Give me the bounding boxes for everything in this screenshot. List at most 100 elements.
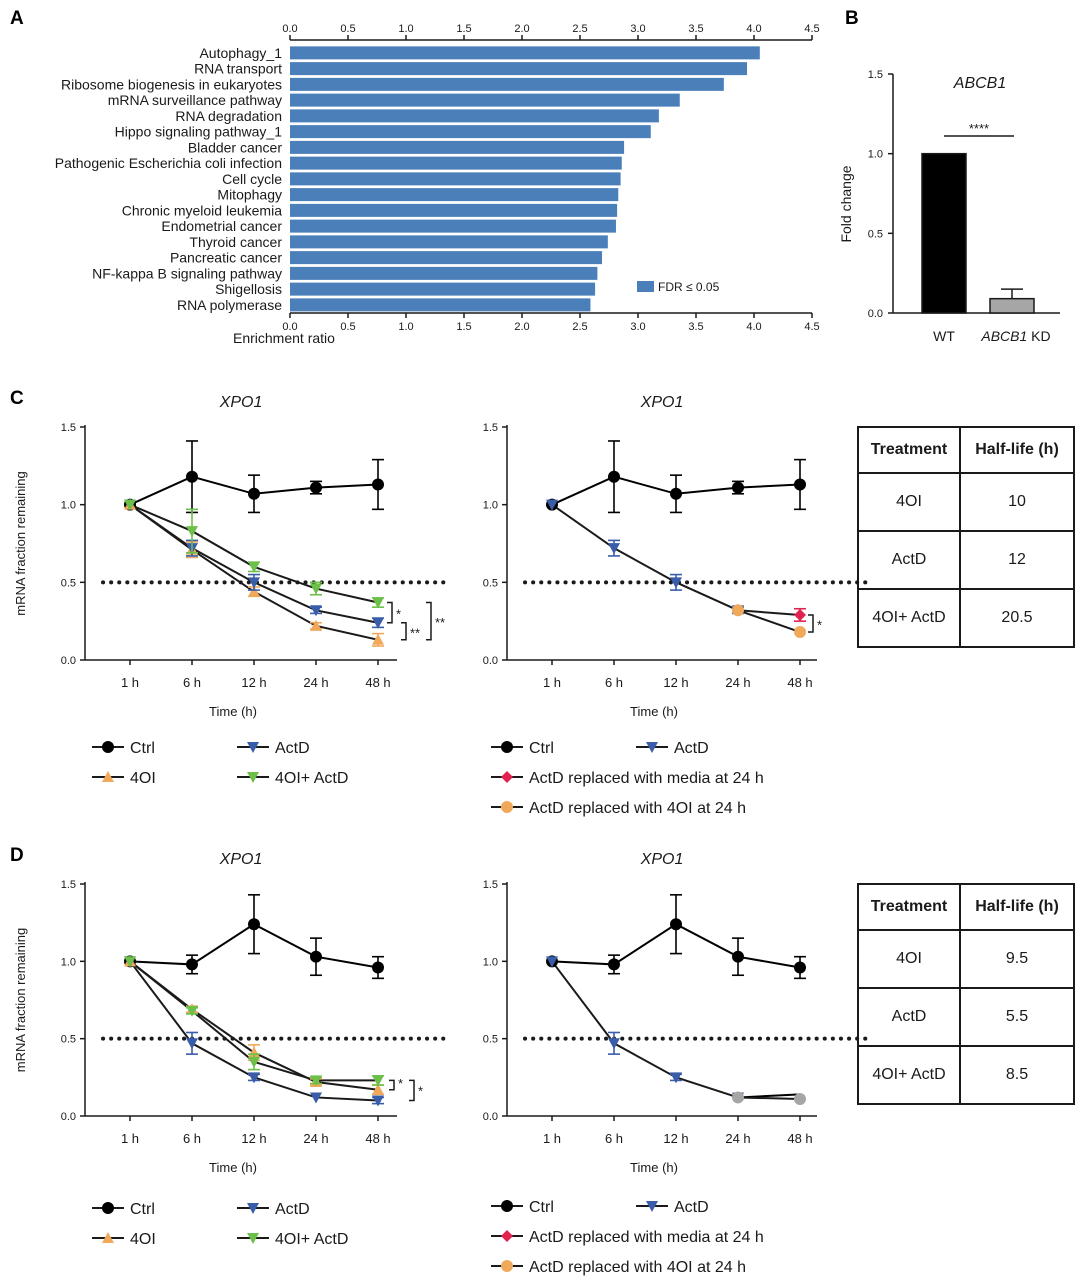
category-label: Pancreatic cancer [170,250,282,266]
bar [290,282,596,296]
legend-label: 4OI [130,1231,156,1248]
data-point [670,1072,682,1084]
x-tick-label: 24 h [725,675,750,690]
table-cell: 4OI+ ActD [857,588,961,648]
x-axis-label: Time (h) [630,704,678,719]
series-line [737,1096,801,1100]
legend-label: ActD replaced with 4OI at 24 h [529,800,746,817]
data-point [608,543,620,555]
half-life-table-c: Treatment Half-life (h) 4OI 10 ActD 12 4… [857,426,1075,648]
legend-marker [501,771,513,783]
x-tick-label-top: 3.0 [630,23,645,35]
data-point [372,478,384,491]
table-cell: 8.5 [959,1045,1075,1105]
table-row: 4OI 9.5 [857,929,1075,989]
table-row: 4OI+ ActD 8.5 [857,1045,1075,1105]
data-point [372,1083,384,1095]
bar [290,93,680,107]
table-cell: 4OI [857,472,961,532]
bar [290,140,625,154]
y-tick-label: 0.0 [868,308,883,320]
x-tick-label-top: 2.5 [572,23,587,35]
y-axis-label: Fold change [838,165,854,242]
significance-bracket [401,621,407,641]
bar [290,203,618,217]
y-tick-label: 0.0 [483,655,498,667]
x-tick-label: 1 h [121,675,139,690]
y-tick-label: 1.0 [483,500,498,512]
series-line [551,503,739,612]
x-tick-label-top: 2.0 [514,23,529,35]
significance-bracket [389,1079,395,1091]
category-label: Cell cycle [222,171,282,187]
category-label-suffix: KD [1027,328,1050,344]
legend-label: ActD [674,1199,709,1216]
x-tick-label-bottom: 1.5 [456,321,471,333]
bar [290,77,724,91]
significance-bracket [426,601,432,641]
legend-marker [501,741,513,753]
data-point [794,626,806,639]
category-label: WT [933,328,955,344]
legend-marker [646,742,658,753]
category-label: Endometrial cancer [161,218,282,234]
category-label: RNA transport [194,61,282,77]
bar [290,46,760,60]
bar [290,109,659,123]
y-tick-label: 1.0 [483,956,498,968]
x-axis-label: Enrichment ratio [233,330,335,346]
data-point [248,918,260,931]
category-label: Bladder cancer [188,139,283,155]
data-point [248,585,260,597]
series-line [737,609,801,633]
table-header-half-life: Half-life (h) [959,883,1075,931]
bar [290,251,603,265]
data-point [372,1095,384,1107]
legend-label: ActD [674,740,709,757]
y-axis-label: mRNA fraction remaining [13,471,28,616]
data-point [186,958,198,971]
bar [290,125,651,139]
x-tick-label-bottom: 4.0 [746,321,761,333]
table-row: ActD 12 [857,530,1075,590]
data-point [608,470,620,483]
x-tick-label-top: 4.5 [804,23,819,35]
significance-label: * [396,607,401,622]
x-tick-label: 12 h [663,675,688,690]
x-tick-label-top: 0.0 [282,23,297,35]
significance-label: **** [969,121,989,136]
significance-bracket [409,1079,415,1102]
data-point [794,961,806,974]
category-label: Mitophagy [217,187,282,203]
data-point [670,918,682,931]
table-row: ActD 5.5 [857,987,1075,1047]
legend-marker [102,1232,114,1243]
x-axis-label: Time (h) [209,704,257,719]
bar [921,152,967,314]
data-point [372,617,384,629]
table-cell: ActD [857,530,961,590]
data-point [310,1075,322,1087]
legend-label: Ctrl [130,740,155,757]
data-point [124,956,136,968]
y-tick-label: 1.5 [483,422,498,434]
x-tick-label-bottom: 2.0 [514,321,529,333]
x-tick-label: 6 h [183,1131,201,1146]
data-point [732,604,744,617]
series-line [737,609,801,616]
table-header-treatment: Treatment [857,883,961,931]
x-tick-label: 1 h [121,1131,139,1146]
data-point [248,1056,260,1068]
y-tick-label: 0.5 [868,228,883,240]
category-label: mRNA surveillance pathway [108,92,282,108]
legend-swatch [637,281,654,292]
data-point [310,619,322,631]
x-tick-label-bottom: 3.0 [630,321,645,333]
legend-label: Ctrl [529,740,554,757]
x-tick-label: 48 h [365,675,390,690]
x-tick-label-top: 3.5 [688,23,703,35]
x-tick-label: 12 h [241,675,266,690]
x-axis-label: Time (h) [630,1160,678,1175]
table-cell: ActD [857,987,961,1047]
